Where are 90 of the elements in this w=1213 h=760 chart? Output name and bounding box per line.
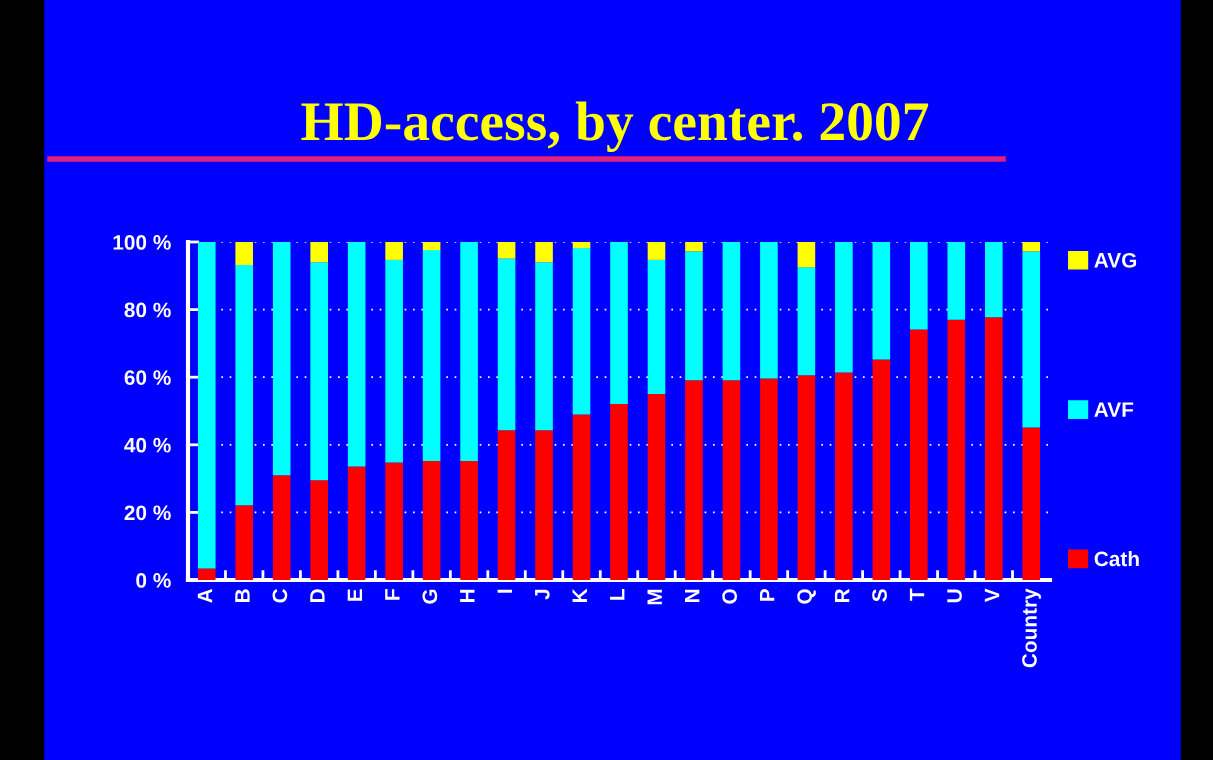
- bar: [647, 259, 666, 395]
- legend-label: Cath: [1094, 550, 1139, 567]
- bar: [685, 242, 703, 252]
- bar: [460, 242, 478, 462]
- bar: [347, 242, 366, 467]
- x-tick-label: J: [535, 589, 550, 600]
- x-tick-label: K: [572, 588, 587, 602]
- x-tick-label: M: [647, 589, 662, 605]
- bar: [385, 259, 403, 463]
- y-tick-label: 0 %: [136, 573, 171, 588]
- x-tick-label: V: [984, 588, 1000, 603]
- bar: [535, 262, 553, 431]
- y-tick-label: 40 %: [124, 437, 171, 453]
- bar: [235, 505, 254, 580]
- bar: [760, 242, 778, 379]
- bar: [835, 242, 853, 373]
- bar: [797, 267, 816, 376]
- x-tick-label: Country: [1022, 588, 1041, 668]
- x-tick-label: P: [759, 589, 775, 601]
- bar: [797, 242, 816, 268]
- x-tick-label: I: [497, 589, 512, 593]
- x-tick-label: B: [235, 589, 250, 602]
- bar: [272, 242, 291, 476]
- x-tick-label: L: [610, 588, 625, 600]
- bar: [1022, 427, 1041, 580]
- bar: [685, 251, 703, 381]
- bar: [422, 250, 441, 462]
- x-tick-label: G: [422, 589, 438, 604]
- bar: [1022, 242, 1041, 252]
- x-tick-label: F: [385, 589, 400, 600]
- bar: [497, 430, 516, 580]
- bar: [947, 242, 966, 320]
- bar: [347, 466, 366, 580]
- bar: [272, 475, 291, 580]
- y-tick-label: 20 %: [124, 505, 171, 521]
- bar: [535, 430, 553, 580]
- x-tick-label: E: [347, 589, 363, 601]
- x-tick-label: Q: [797, 589, 816, 604]
- bar: [460, 461, 478, 580]
- bar: [610, 403, 628, 580]
- chart-title: HD-access, by center. 2007: [301, 101, 929, 152]
- bar: [497, 242, 516, 259]
- x-tick-label: N: [685, 589, 700, 602]
- bar: [197, 568, 216, 580]
- x-tick-label: S: [872, 589, 887, 602]
- x-tick-label: O: [722, 589, 738, 604]
- bar: [647, 394, 666, 580]
- bar: [572, 248, 591, 415]
- bar: [984, 242, 1003, 318]
- bar: [235, 242, 254, 265]
- bar: [197, 242, 216, 569]
- legend-label: AVG: [1094, 252, 1137, 268]
- bar: [310, 480, 328, 580]
- bar: [910, 242, 928, 330]
- bar: [797, 375, 816, 580]
- bar: [422, 242, 441, 251]
- y-tick-label: 60 %: [124, 370, 171, 385]
- bar: [572, 242, 591, 249]
- bar: [647, 242, 666, 260]
- bar: [610, 242, 628, 404]
- x-tick-label: H: [460, 589, 475, 602]
- bar: [947, 319, 966, 580]
- bar: [872, 359, 891, 580]
- bar: [497, 258, 516, 431]
- bar: [572, 414, 591, 580]
- x-tick-label: U: [947, 589, 962, 603]
- bar: [1022, 251, 1041, 428]
- bar: [722, 380, 741, 580]
- bar: [760, 378, 778, 580]
- legend-label: AVF: [1094, 402, 1134, 417]
- x-tick-label: D: [310, 589, 325, 602]
- bar: [385, 462, 403, 580]
- x-tick-label: A: [197, 588, 213, 603]
- bar: [685, 380, 703, 580]
- bar: [984, 317, 1003, 580]
- bar: [422, 461, 441, 580]
- y-tick-label: 100 %: [113, 235, 171, 250]
- bar: [722, 242, 741, 381]
- bar: [385, 242, 403, 260]
- bar: [535, 242, 553, 263]
- x-tick-label: R: [834, 588, 850, 602]
- bar: [910, 329, 928, 580]
- bar: [310, 262, 328, 481]
- x-tick-label: C: [272, 588, 288, 603]
- bar: [835, 372, 853, 580]
- bar: [310, 242, 328, 263]
- x-tick-label: T: [909, 588, 925, 601]
- bar: [235, 264, 254, 506]
- bar: [872, 242, 891, 360]
- y-tick-label: 80 %: [124, 302, 171, 318]
